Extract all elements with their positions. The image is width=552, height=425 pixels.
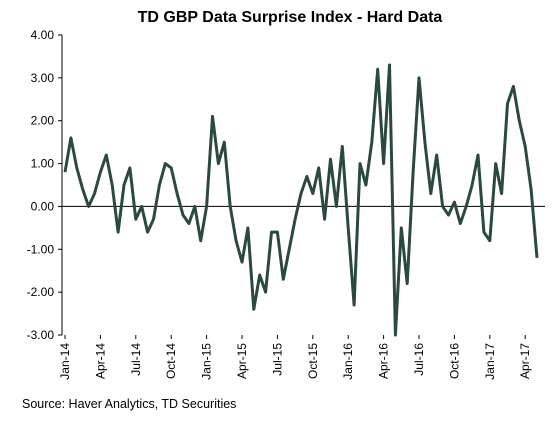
x-tick-label: Jan-14 — [58, 343, 72, 380]
x-tick-label: Oct-14 — [164, 343, 178, 379]
y-tick-label: -3.00 — [27, 328, 55, 342]
y-tick-label: 1.00 — [31, 157, 55, 171]
x-tick-label: Jan-17 — [483, 343, 497, 380]
y-tick-label: 3.00 — [31, 71, 55, 85]
y-tick-label: 0.00 — [31, 199, 55, 213]
source: Source: Haver Analytics, TD Securities — [22, 397, 236, 411]
x-tick-label: Apr-14 — [93, 343, 107, 379]
series-line — [63, 63, 539, 337]
x-tick-label: Apr-15 — [235, 343, 249, 379]
x-tick-label: Jul-16 — [412, 343, 426, 376]
x-tick-label: Apr-17 — [518, 343, 532, 379]
x-tick-label: Oct-15 — [306, 343, 320, 379]
x-tick-label: Jul-15 — [270, 343, 284, 376]
x-tick-label: Apr-16 — [377, 343, 391, 379]
chart-title: TD GBP Data Surprise Index - Hard Data — [138, 9, 443, 26]
x-tick-label: Oct-16 — [447, 343, 461, 379]
y-tick-label: 4.00 — [31, 28, 55, 42]
x-tick-label: Jul-14 — [129, 343, 143, 376]
y-tick-label: -2.00 — [27, 285, 55, 299]
y-tick-label: -1.00 — [27, 242, 55, 256]
x-tick-label: Jan-16 — [341, 343, 355, 380]
x-tick-label: Jan-15 — [200, 343, 214, 380]
y-tick-label: 2.00 — [31, 114, 55, 128]
